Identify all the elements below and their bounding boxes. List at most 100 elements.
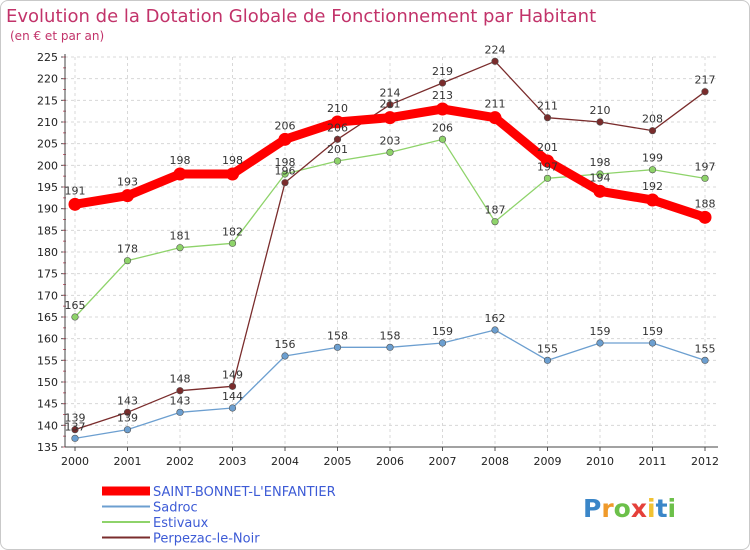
x-tick-label: 2007 [429, 455, 457, 468]
data-point [228, 404, 237, 412]
chart-title: Evolution de la Dotation Globale de Fonc… [6, 6, 596, 27]
data-label: 198 [275, 156, 296, 169]
data-point [333, 135, 342, 143]
x-tick-label: 2012 [691, 455, 719, 468]
logo-letter: x [631, 494, 647, 523]
data-label: 158 [380, 329, 401, 342]
data-label: 201 [537, 141, 558, 154]
data-label: 196 [275, 165, 296, 178]
data-point [438, 339, 447, 347]
data-point [281, 179, 289, 187]
y-tick-label: 160 [37, 333, 58, 346]
proxiti-logo: Proxiti [583, 494, 676, 523]
data-label: 198 [222, 154, 243, 167]
data-point [333, 343, 342, 351]
data-point [386, 148, 394, 156]
data-point [331, 115, 344, 129]
y-tick-label: 165 [37, 311, 58, 324]
data-label: 143 [170, 394, 191, 407]
y-tick-label: 220 [37, 73, 58, 86]
data-point [648, 339, 657, 347]
data-label: 159 [432, 325, 453, 338]
data-point [281, 352, 289, 360]
y-tick-label: 190 [37, 203, 58, 216]
x-tick-label: 2010 [586, 455, 614, 468]
y-tick-label: 200 [37, 159, 58, 172]
data-point [541, 154, 554, 168]
data-point [648, 166, 657, 174]
data-point [68, 197, 82, 211]
data-point [123, 426, 132, 434]
data-label: 181 [170, 230, 191, 243]
data-label: 143 [117, 394, 138, 407]
data-label: 139 [65, 412, 86, 425]
x-tick-label: 2006 [376, 455, 404, 468]
y-tick-label: 180 [37, 246, 58, 259]
data-label: 192 [642, 180, 663, 193]
y-tick-label: 185 [37, 224, 58, 237]
data-label: 148 [170, 373, 191, 386]
data-label: 224 [485, 43, 506, 56]
x-tick-label: 2002 [166, 455, 194, 468]
y-tick-label: 135 [37, 441, 58, 454]
data-label: 210 [327, 102, 348, 115]
data-label: 213 [432, 89, 453, 102]
data-label: 158 [327, 329, 348, 342]
y-tick-label: 155 [37, 354, 58, 367]
data-point [438, 135, 447, 143]
data-point [543, 174, 552, 182]
data-label: 211 [537, 100, 558, 113]
y-tick-label: 215 [37, 94, 58, 107]
data-point [281, 170, 289, 178]
data-point [436, 102, 449, 116]
data-label: 203 [380, 134, 401, 147]
data-label: 178 [117, 243, 138, 256]
logo-letter: o [614, 494, 631, 523]
logo-letter: i [668, 494, 677, 523]
data-point [596, 118, 604, 126]
data-point [123, 408, 132, 416]
legend: SAINT-BONNET-L'ENFANTIERSadrocEstivauxPe… [102, 485, 336, 547]
data-point [121, 189, 134, 203]
data-label: 155 [695, 342, 716, 355]
y-tick-label: 140 [37, 419, 58, 432]
data-point [383, 111, 397, 125]
x-tick-label: 2000 [61, 455, 89, 468]
data-point [226, 167, 239, 181]
x-tick-label: 2011 [639, 455, 667, 468]
logo-letter: t [656, 494, 668, 523]
data-label: 188 [695, 197, 716, 210]
data-point [228, 239, 237, 247]
series [68, 57, 712, 442]
y-tick-label: 195 [37, 181, 58, 194]
data-point [386, 101, 394, 109]
y-tick-label: 205 [37, 138, 58, 151]
data-labels: 191 193 198 198 206 210 211 213 211 201 194 192 188 1… [65, 43, 716, 433]
data-label: 156 [275, 338, 296, 351]
data-label: 159 [590, 325, 611, 338]
data-label: 211 [485, 98, 506, 111]
legend-label-3: Perpezac-le-Noir [153, 532, 260, 547]
data-point [596, 170, 604, 178]
data-label: 211 [380, 98, 401, 111]
data-point [491, 57, 499, 65]
data-label: 162 [485, 312, 506, 325]
data-label: 206 [432, 121, 453, 134]
data-point [176, 387, 184, 395]
data-label: 159 [642, 325, 663, 338]
data-label: 199 [642, 152, 663, 165]
data-label: 197 [537, 160, 558, 173]
data-point [71, 434, 79, 442]
data-label: 217 [695, 74, 716, 87]
data-label: 219 [432, 65, 453, 78]
data-point [333, 157, 342, 165]
data-point [176, 408, 184, 416]
data-point [123, 257, 132, 265]
data-label: 144 [222, 390, 243, 403]
data-label: 214 [380, 87, 401, 100]
data-point [646, 193, 659, 207]
data-label: 194 [590, 171, 611, 184]
y-tick-label: 210 [37, 116, 58, 129]
data-label: 191 [65, 184, 86, 197]
